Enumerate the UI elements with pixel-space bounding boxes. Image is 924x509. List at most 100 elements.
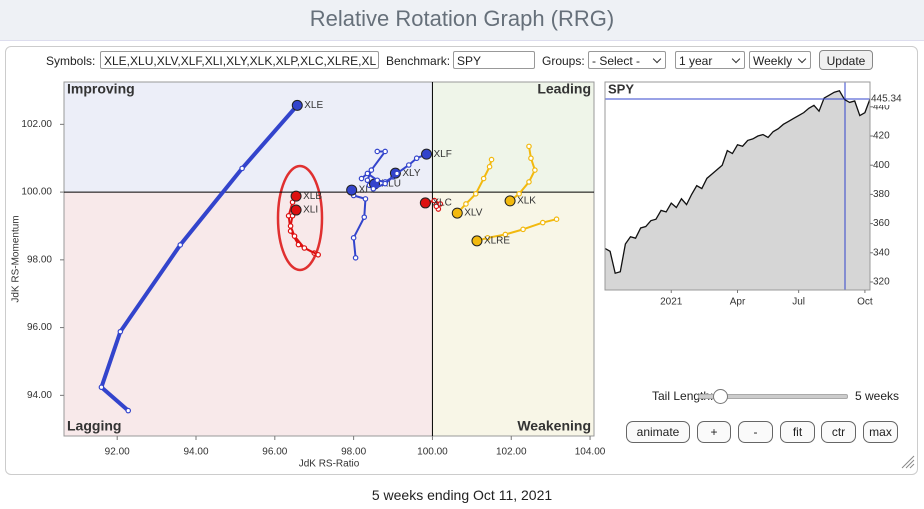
fit-button[interactable]: fit <box>780 421 815 443</box>
tail-marker <box>413 155 420 162</box>
spy-x-tick-label: Jul <box>792 297 805 308</box>
y-tick-label: 96.00 <box>27 322 52 333</box>
head-marker <box>471 235 483 247</box>
tail-marker <box>364 170 371 177</box>
page-title: Relative Rotation Graph (RRG) <box>309 6 615 31</box>
tail-marker <box>177 242 184 248</box>
tail-marker <box>484 235 491 241</box>
tail-marker <box>480 175 487 182</box>
series-label: XLC <box>432 198 451 209</box>
head-marker <box>451 207 463 219</box>
series-label: XLRE <box>484 236 510 247</box>
last-price-label: 445.34 <box>871 94 902 105</box>
tail-marker <box>374 177 381 184</box>
tail-marker <box>98 384 105 391</box>
tail-marker <box>539 219 546 226</box>
spy-x-tick-label: Oct <box>857 297 873 308</box>
quadrant-label: Weakening <box>517 418 591 434</box>
spy-title: SPY <box>608 81 634 96</box>
series-label: XLF <box>434 149 452 160</box>
y-tick-label: 94.00 <box>27 390 52 401</box>
tail-marker <box>405 162 412 168</box>
head-marker <box>290 204 302 216</box>
tail-marker <box>291 233 298 239</box>
tail-marker <box>350 235 357 241</box>
tail-marker <box>520 226 526 233</box>
spy-x-tick-label: Apr <box>730 297 746 308</box>
x-axis-label: JdK RS-Ratio <box>299 459 360 470</box>
tail-slider-track[interactable] <box>698 394 848 399</box>
tail-marker <box>431 197 438 204</box>
x-tick-label: 92.00 <box>105 447 130 458</box>
max-button[interactable]: max <box>863 421 898 443</box>
symbols-label: Symbols: <box>46 54 96 68</box>
tail-marker <box>516 190 522 197</box>
header: Relative Rotation Graph (RRG) <box>0 0 924 41</box>
y-tick-label: 98.00 <box>27 254 52 265</box>
tail-marker <box>370 185 377 192</box>
tail-marker <box>526 179 532 185</box>
tail-slider-knob[interactable] <box>713 389 728 404</box>
tail-marker <box>358 175 365 182</box>
tail-label: Tail Length: <box>652 389 714 403</box>
update-button[interactable]: Update <box>819 50 873 70</box>
tail-marker <box>374 148 381 155</box>
zoom-in-button[interactable]: + <box>697 421 731 443</box>
symbols-input[interactable]: XLE,XLU,XLV,XLF,XLI,XLY,XLK,XLP,XLC,XLRE… <box>100 51 379 69</box>
tail-marker <box>526 143 532 150</box>
x-tick-label: 100.00 <box>417 447 448 458</box>
groups-select[interactable]: - Select - <box>588 51 666 69</box>
animate-button[interactable]: animate <box>626 421 690 443</box>
resize-handle <box>901 455 915 469</box>
period-select[interactable]: 1 year <box>675 51 745 69</box>
spy-y-tick-label: 320 <box>873 277 890 288</box>
tail-marker <box>463 201 469 207</box>
y-axis-label: JdK RS-Momentum <box>11 215 22 302</box>
spy-y-tick-label: 420 <box>873 131 890 142</box>
tail-marker <box>301 245 308 251</box>
plot-border <box>63 81 595 437</box>
tail-marker <box>532 167 538 173</box>
spy-y-tick-label: 380 <box>873 189 890 200</box>
tail-marker <box>125 407 132 414</box>
frequency-select[interactable]: Weekly <box>749 51 811 69</box>
spy-y-tick-label: 340 <box>873 247 890 258</box>
series-label: XLB <box>303 191 322 202</box>
head-marker <box>419 197 431 209</box>
series-label: XLI <box>303 205 318 216</box>
quadrant-label: Lagging <box>67 418 121 434</box>
spy-x-tick-label: 2021 <box>660 297 683 308</box>
price-area <box>605 90 870 290</box>
center-button[interactable]: ctr <box>821 421 856 443</box>
tail-marker <box>362 196 369 202</box>
benchmark-input[interactable]: SPY <box>453 51 535 69</box>
quadrant-leading <box>432 82 594 193</box>
spy-y-tick-label: 360 <box>873 218 890 229</box>
groups-label: Groups: <box>542 54 585 68</box>
tail-marker <box>528 155 534 162</box>
highlight-ellipse <box>276 164 324 272</box>
zoom-out-button[interactable]: - <box>738 421 773 443</box>
x-tick-label: 102.00 <box>496 447 527 458</box>
y-tick-label: 100.00 <box>21 187 52 198</box>
tail-value: 5 weeks <box>855 389 900 403</box>
tail-marker <box>486 163 493 170</box>
x-tick-label: 96.00 <box>262 447 287 458</box>
head-marker <box>291 99 303 111</box>
tail-marker <box>382 148 388 155</box>
last-price-bg <box>871 93 903 106</box>
head-marker <box>346 184 358 196</box>
tail-marker <box>239 165 245 172</box>
quadrant-label: Improving <box>67 81 135 97</box>
tail-marker <box>433 203 440 210</box>
tail-marker <box>352 255 359 261</box>
x-tick-label: 104.00 <box>575 447 606 458</box>
tail-marker <box>472 190 479 197</box>
series-label: XLK <box>517 196 536 207</box>
tail-marker <box>315 251 321 258</box>
tail-marker <box>553 216 560 222</box>
tail-marker <box>382 180 388 187</box>
tail-marker <box>117 328 124 335</box>
